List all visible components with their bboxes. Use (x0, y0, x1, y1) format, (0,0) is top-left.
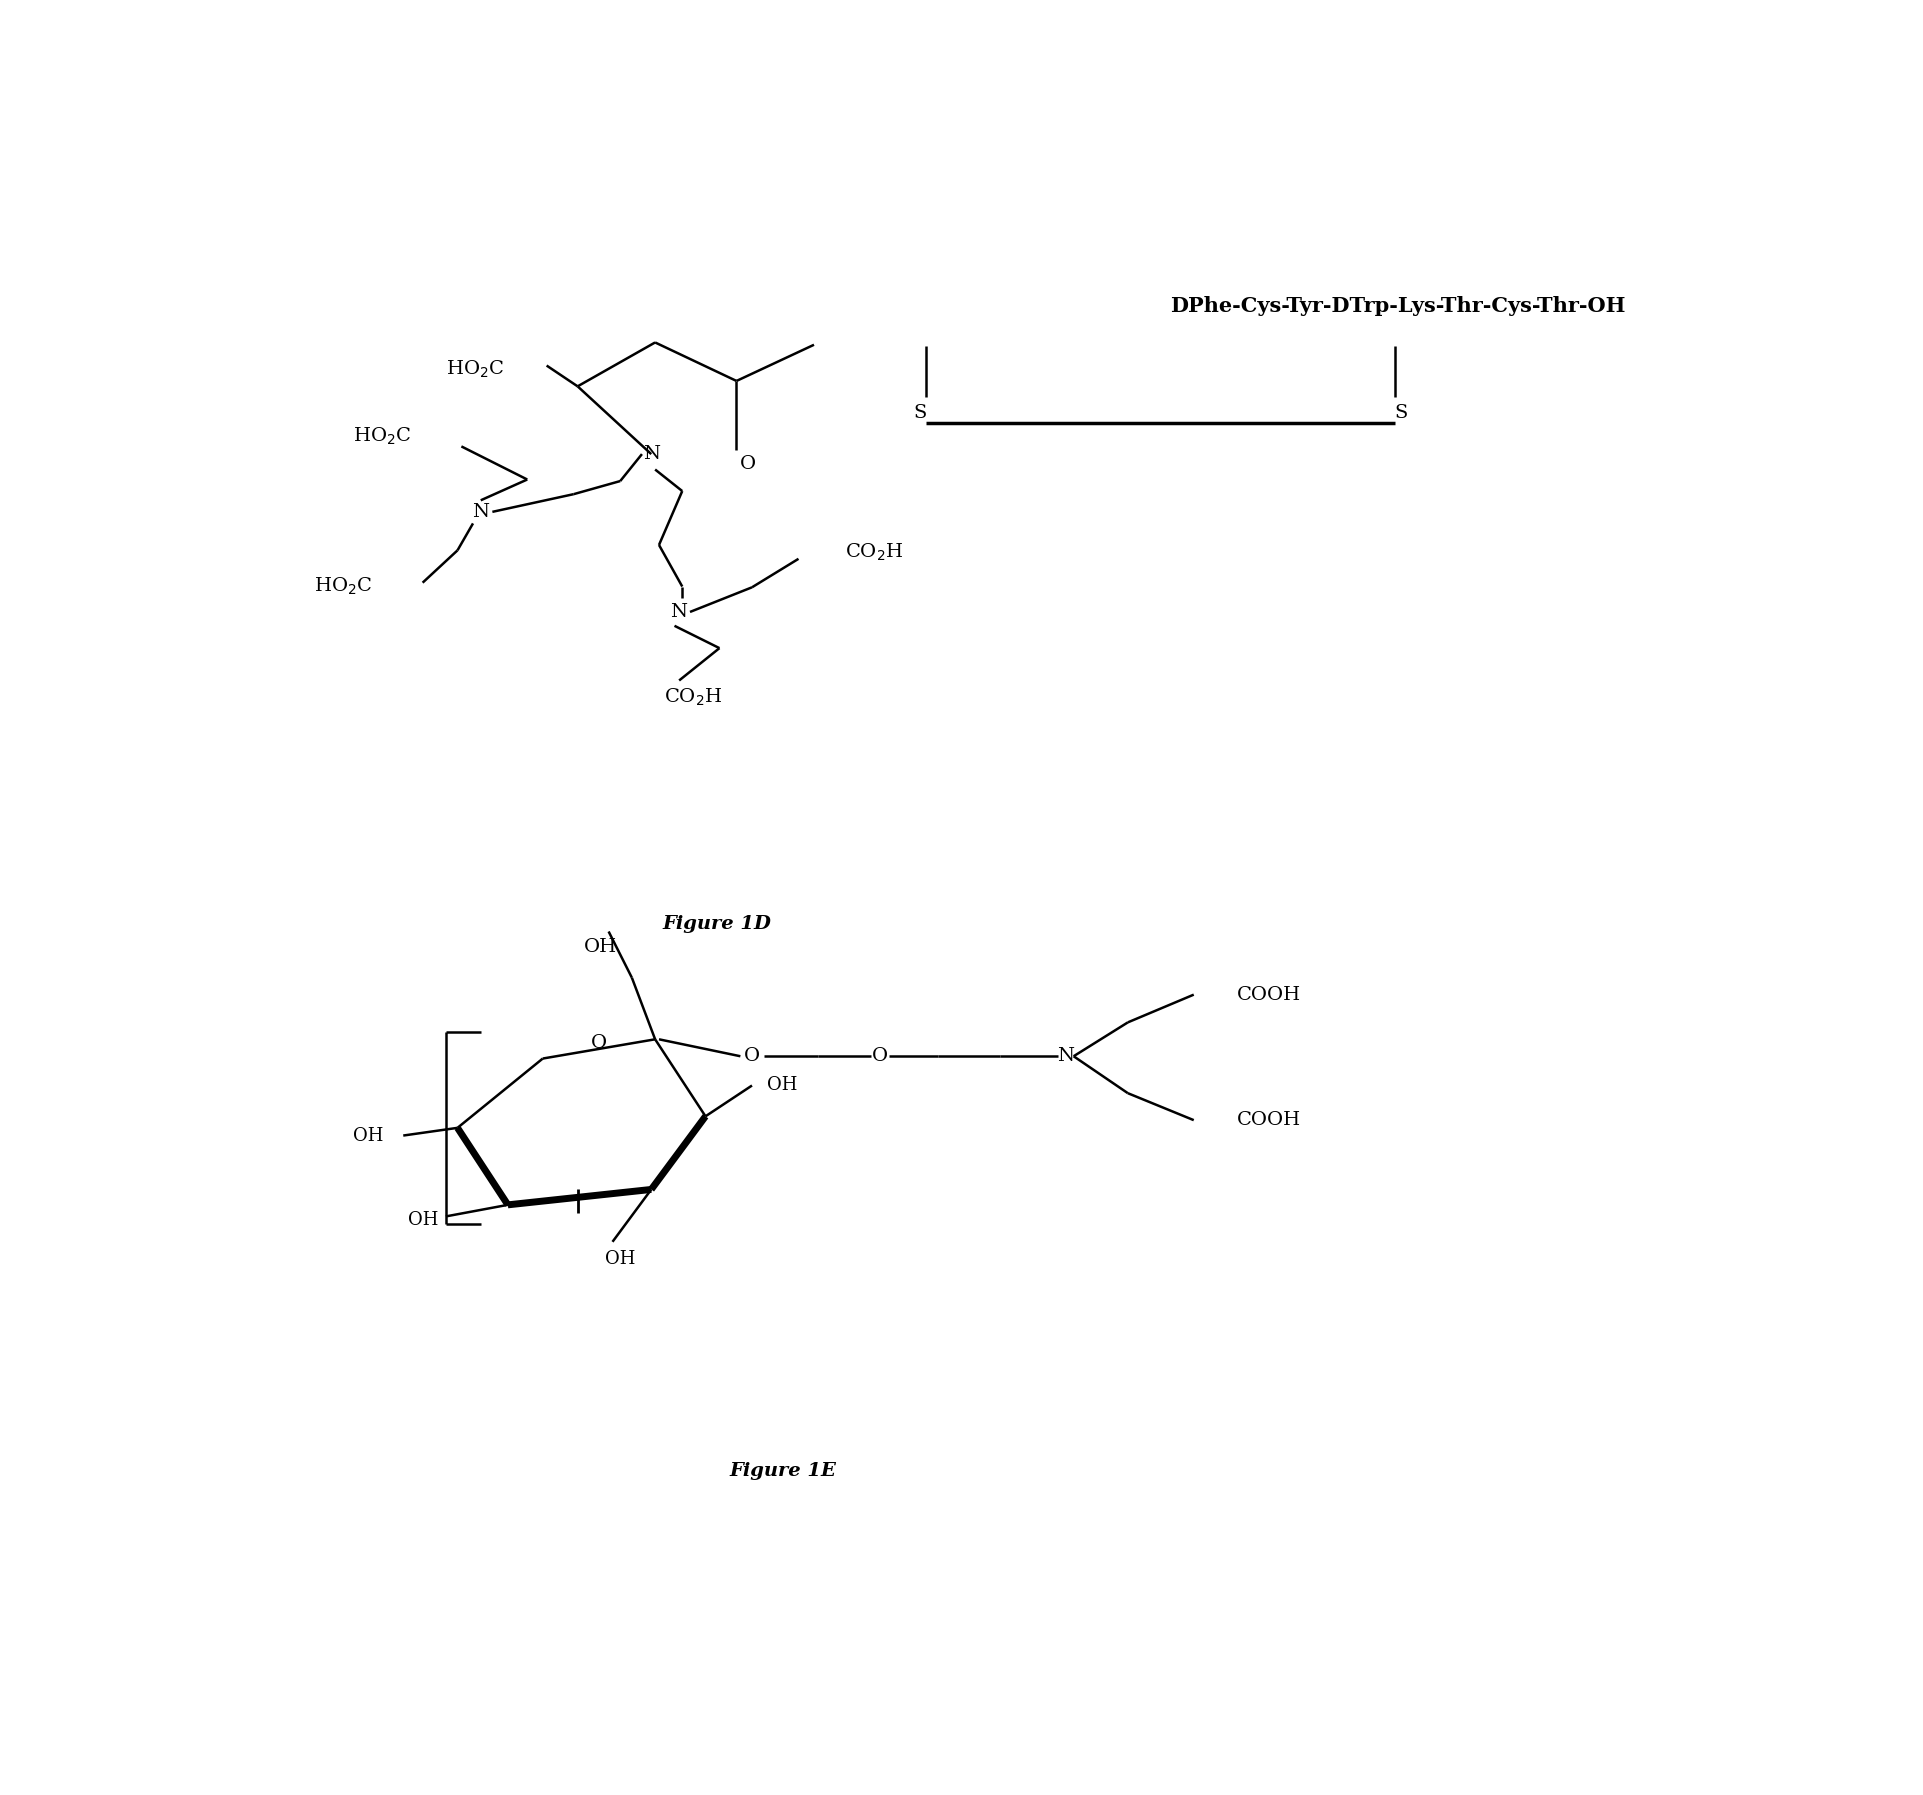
Text: Figure 1E: Figure 1E (729, 1461, 837, 1479)
Text: COOH: COOH (1236, 985, 1300, 1003)
Text: OH: OH (408, 1212, 438, 1230)
Text: HO$_2$C: HO$_2$C (313, 576, 371, 598)
Text: DPhe-Cys-Tyr-DTrp-Lys-Thr-Cys-Thr-OH: DPhe-Cys-Tyr-DTrp-Lys-Thr-Cys-Thr-OH (1169, 296, 1625, 316)
Text: O: O (740, 456, 756, 474)
Text: OH: OH (604, 1249, 635, 1267)
Text: CO$_2$H: CO$_2$H (844, 542, 902, 564)
Text: COOH: COOH (1236, 1111, 1300, 1129)
Text: O: O (590, 1034, 606, 1052)
Text: OH: OH (767, 1077, 798, 1095)
Text: S: S (1394, 404, 1408, 422)
Text: S: S (913, 404, 927, 422)
Text: OH: OH (585, 939, 617, 957)
Text: HO$_2$C: HO$_2$C (446, 359, 504, 381)
Text: CO$_2$H: CO$_2$H (663, 687, 721, 707)
Text: N: N (669, 603, 687, 621)
Text: N: N (642, 445, 660, 463)
Text: N: N (471, 503, 488, 521)
Text: Figure 1D: Figure 1D (662, 915, 771, 933)
Text: O: O (871, 1046, 888, 1064)
Text: N: N (1058, 1046, 1073, 1064)
Text: O: O (744, 1046, 760, 1064)
Text: OH: OH (354, 1127, 385, 1145)
Text: HO$_2$C: HO$_2$C (352, 425, 412, 447)
